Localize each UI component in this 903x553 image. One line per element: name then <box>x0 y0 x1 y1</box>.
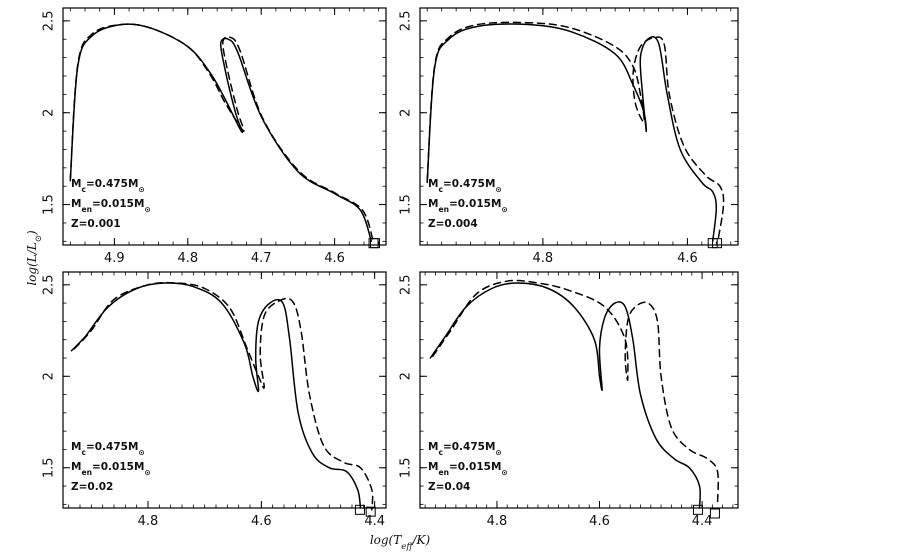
y-tick-label: 2 <box>42 372 57 380</box>
annotation-mc: Mc=0.475M⊙ <box>428 178 502 194</box>
annotation-z: Z=0.04 <box>428 481 470 493</box>
annotation-men: Men=0.015M⊙ <box>428 198 508 214</box>
track-dashed <box>426 21 725 243</box>
annotation-men: Men=0.015M⊙ <box>71 198 151 214</box>
x-axis-label: log(Teff/K) <box>370 533 431 552</box>
annotation-z: Z=0.02 <box>71 481 113 493</box>
annotation-men: Men=0.015M⊙ <box>428 461 508 477</box>
x-tick-label: 4.8 <box>138 514 159 529</box>
y-tick-label: 1.5 <box>399 457 414 478</box>
panel-top-left: 4.9 4.8 4.7 4.6 1.5 2 2.5 Mc=0.475M⊙ Men=0.015M⊙… <box>42 7 387 266</box>
annotation-men: Men=0.015M⊙ <box>71 461 151 477</box>
y-tick-label: 1.5 <box>399 194 414 215</box>
annotation-mc: Mc=0.475M⊙ <box>71 178 145 194</box>
x-tick-label: 4.6 <box>677 251 698 266</box>
plot-frame <box>419 7 739 246</box>
annotation-z: Z=0.004 <box>428 218 478 230</box>
track-dashed <box>69 23 374 241</box>
x-tick-label: 4.8 <box>533 251 554 266</box>
end-marker <box>354 504 365 515</box>
x-tick-label: 4.4 <box>692 514 713 529</box>
y-tick-label: 1.5 <box>42 457 57 478</box>
y-axis-label: log(L/L⊙) <box>25 230 44 286</box>
panel-top-right: 4.8 4.6 1.5 2 2.5 Mc=0.475M⊙ Men=0.015M⊙ Z=0.00… <box>399 7 739 266</box>
track-solid <box>429 282 701 509</box>
x-tick-label: 4.9 <box>104 251 125 266</box>
x-tick-label: 4.8 <box>177 251 198 266</box>
x-tick-label: 4.6 <box>251 514 272 529</box>
end-marker <box>712 238 723 249</box>
track-solid <box>426 23 718 243</box>
y-tick-label: 2.5 <box>399 11 414 32</box>
x-tick-label: 4.6 <box>324 251 345 266</box>
track-solid <box>70 282 362 509</box>
annotation-mc: Mc=0.475M⊙ <box>71 441 145 457</box>
x-tick-label: 4.6 <box>589 514 610 529</box>
plot-frame <box>62 271 387 509</box>
annotation-z: Z=0.001 <box>71 218 121 230</box>
y-tick-label: 2 <box>399 372 414 380</box>
end-marker <box>709 508 720 519</box>
x-tick-label: 4.4 <box>364 514 385 529</box>
x-tick-label: 4.7 <box>251 251 272 266</box>
y-tick-label: 2.5 <box>42 274 57 295</box>
track-dashed <box>73 281 374 511</box>
end-marker <box>692 504 703 515</box>
x-tick-label: 4.8 <box>487 514 508 529</box>
y-tick-label: 2 <box>42 109 57 117</box>
panel-bottom-right: 4.8 4.6 4.4 1.5 2 2.5 Mc=0.475M⊙ Men=0.015M⊙ Z=0… <box>399 271 739 529</box>
y-tick-label: 2 <box>399 109 414 117</box>
y-tick-label: 2.5 <box>399 274 414 295</box>
track-dashed <box>432 279 719 506</box>
y-tick-label: 1.5 <box>42 194 57 215</box>
y-tick-label: 2.5 <box>42 11 57 32</box>
end-marker <box>365 506 376 517</box>
panel-bottom-left: 4.8 4.6 4.4 1.5 2 2.5 Mc=0.475M⊙ Men=0.015M⊙ Z=0… <box>42 271 387 529</box>
end-marker <box>369 238 380 249</box>
plot-frame <box>62 7 387 246</box>
annotation-mc: Mc=0.475M⊙ <box>428 441 502 457</box>
